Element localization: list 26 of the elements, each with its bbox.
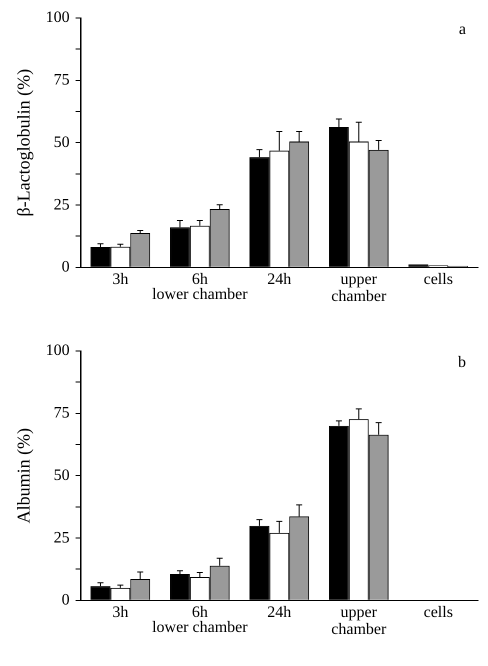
x-tick-label: 3h xyxy=(112,271,128,288)
y-tick-label: 25 xyxy=(54,196,70,214)
x-tick-label: upper chamber xyxy=(331,271,387,305)
y-tick-label: 0 xyxy=(62,592,70,609)
x-tick-label: upper chamber xyxy=(331,604,387,638)
y-tick-label: 25 xyxy=(54,529,70,546)
y-axis-title: Albumin (%) xyxy=(14,428,34,524)
text: lower chamber xyxy=(152,286,248,304)
y-axis-title: β-Lactoglobulin (%) xyxy=(14,68,34,217)
y-tick-label: 100 xyxy=(46,342,70,360)
x-tick-label: 24h xyxy=(267,604,292,622)
x-tick-label: cells xyxy=(424,604,453,622)
x-tick-label: 6h xyxy=(192,271,208,288)
annotation: b xyxy=(458,354,466,372)
y-tick-label: 75 xyxy=(54,404,70,422)
y-tick-label: 100 xyxy=(46,9,70,26)
x-tick-label: cells xyxy=(424,271,453,288)
y-tick-label: 50 xyxy=(54,134,70,151)
y-tick-label: 50 xyxy=(54,466,70,484)
x-tick-label: 24h xyxy=(267,271,292,288)
y-tick-label: 75 xyxy=(54,72,70,89)
x-tick-label: 6h xyxy=(192,604,208,622)
text: lower chamber xyxy=(152,619,248,636)
annotation: a xyxy=(458,21,466,38)
x-tick-label: 3h xyxy=(112,604,128,622)
y-tick-label: 0 xyxy=(62,258,70,276)
